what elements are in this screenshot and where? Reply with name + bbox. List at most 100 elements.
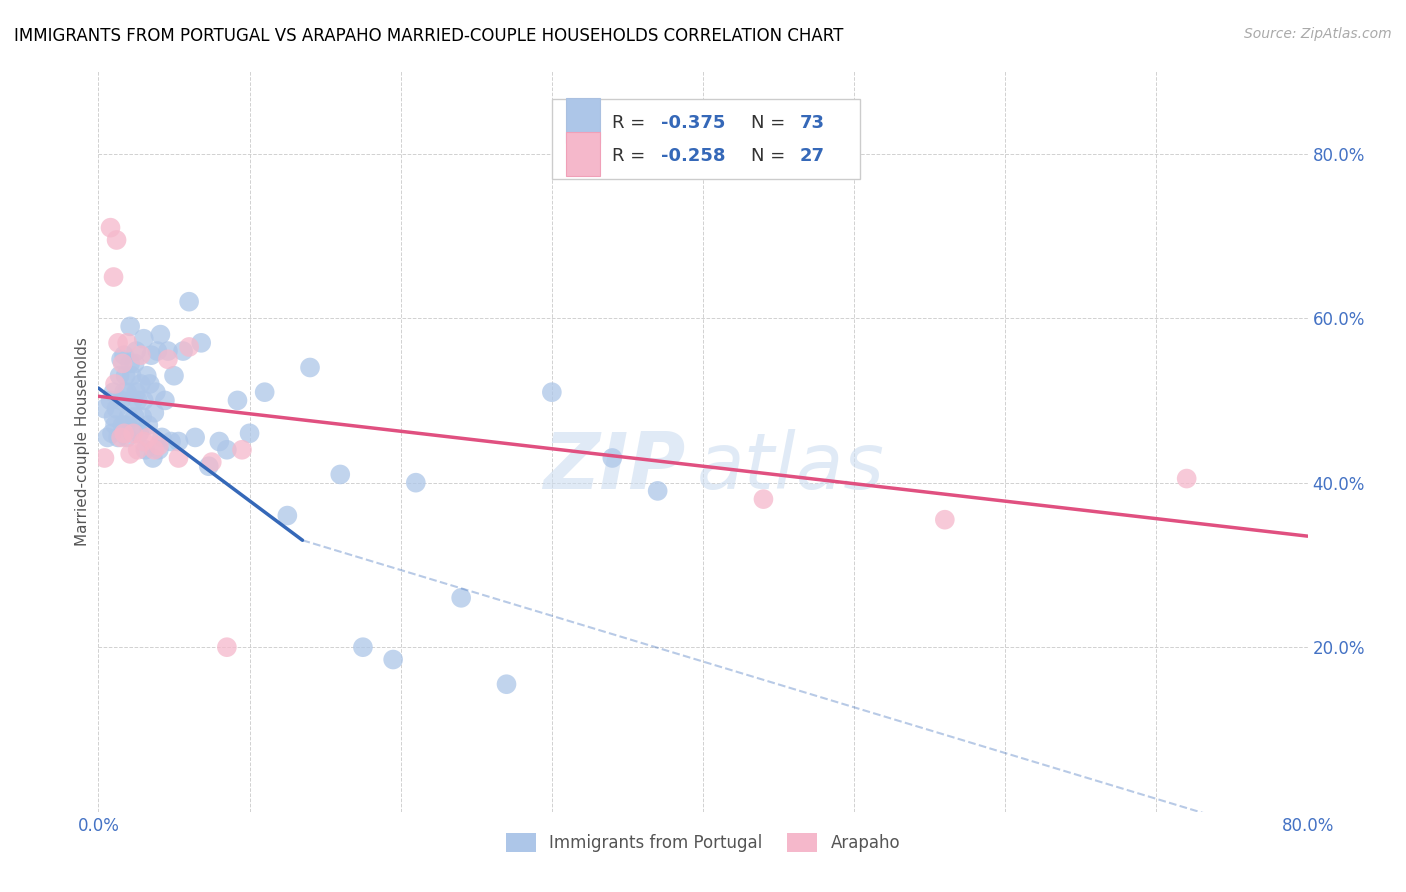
Point xyxy=(115,385,138,400)
Point xyxy=(110,352,132,367)
Point xyxy=(136,418,159,433)
Point xyxy=(135,368,157,383)
Point xyxy=(114,418,136,433)
Text: IMMIGRANTS FROM PORTUGAL VS ARAPAHO MARRIED-COUPLE HOUSEHOLDS CORRELATION CHART: IMMIGRANTS FROM PORTUGAL VS ARAPAHO MARR… xyxy=(14,27,844,45)
Point xyxy=(197,459,219,474)
Point xyxy=(239,426,262,441)
Point xyxy=(115,335,138,350)
Point xyxy=(160,434,183,449)
Point xyxy=(122,393,145,408)
Point xyxy=(179,340,201,354)
Point xyxy=(153,393,176,408)
Point xyxy=(110,393,132,408)
Point xyxy=(1175,471,1198,485)
Point xyxy=(163,368,186,383)
Point xyxy=(540,385,562,400)
Point xyxy=(156,352,179,367)
Point xyxy=(112,348,135,362)
Point xyxy=(105,401,128,416)
Text: N =: N = xyxy=(751,114,792,132)
Point xyxy=(111,418,134,433)
Point xyxy=(299,360,322,375)
Point xyxy=(141,348,163,362)
Point xyxy=(405,475,427,490)
Point xyxy=(107,430,129,444)
Point xyxy=(101,426,124,441)
Text: R =: R = xyxy=(613,114,651,132)
Point xyxy=(120,356,142,370)
Point xyxy=(167,434,190,449)
Y-axis label: Married-couple Households: Married-couple Households xyxy=(75,337,90,546)
Point xyxy=(276,508,298,523)
Point xyxy=(149,327,172,342)
Point xyxy=(156,344,179,359)
Point xyxy=(125,385,148,400)
Point xyxy=(127,393,149,408)
Point xyxy=(132,393,155,408)
Point xyxy=(104,376,127,391)
Point xyxy=(128,426,150,441)
Point xyxy=(108,368,131,383)
Point xyxy=(495,677,517,691)
Point xyxy=(129,376,152,391)
Point xyxy=(226,393,249,408)
Point xyxy=(215,640,238,655)
Point xyxy=(602,450,624,465)
Point xyxy=(148,439,170,453)
FancyBboxPatch shape xyxy=(551,99,860,178)
Point xyxy=(231,442,253,457)
Text: atlas: atlas xyxy=(697,429,884,506)
Point xyxy=(208,434,231,449)
Point xyxy=(201,455,224,469)
Point xyxy=(450,591,472,605)
Point xyxy=(112,385,135,400)
Point xyxy=(184,430,207,444)
Text: R =: R = xyxy=(613,147,651,165)
Point xyxy=(120,447,142,461)
Point xyxy=(150,430,173,444)
Point xyxy=(647,483,669,498)
Point xyxy=(146,344,169,359)
FancyBboxPatch shape xyxy=(567,98,600,143)
Point xyxy=(167,450,190,465)
Point xyxy=(115,430,138,444)
Point xyxy=(103,270,125,285)
Text: 27: 27 xyxy=(800,147,825,165)
Point xyxy=(103,409,125,424)
Point xyxy=(132,434,155,449)
Point xyxy=(100,220,122,235)
Point xyxy=(124,409,146,424)
Point xyxy=(142,450,165,465)
Point xyxy=(125,344,148,359)
Point xyxy=(329,467,352,482)
Point xyxy=(112,426,135,441)
Legend: Immigrants from Portugal, Arapaho: Immigrants from Portugal, Arapaho xyxy=(499,826,907,859)
Point xyxy=(96,430,118,444)
Point xyxy=(382,652,405,666)
Text: N =: N = xyxy=(751,147,792,165)
Point xyxy=(93,450,115,465)
Point xyxy=(103,385,125,400)
Point xyxy=(124,356,146,370)
Point xyxy=(118,409,141,424)
Point xyxy=(110,430,132,444)
Point xyxy=(120,319,142,334)
Point xyxy=(122,426,145,441)
Point xyxy=(100,393,122,408)
Point xyxy=(121,422,143,436)
Point xyxy=(752,492,775,507)
Text: ZIP: ZIP xyxy=(543,429,685,506)
Point xyxy=(107,335,129,350)
Point xyxy=(104,418,127,433)
Point xyxy=(148,442,170,457)
Point xyxy=(215,442,238,457)
Point xyxy=(139,376,162,391)
Point xyxy=(129,348,152,362)
Point xyxy=(352,640,374,655)
Point xyxy=(127,442,149,457)
Text: Source: ZipAtlas.com: Source: ZipAtlas.com xyxy=(1244,27,1392,41)
Point xyxy=(934,513,956,527)
Point xyxy=(132,332,155,346)
Point xyxy=(111,356,134,370)
Text: 73: 73 xyxy=(800,114,825,132)
